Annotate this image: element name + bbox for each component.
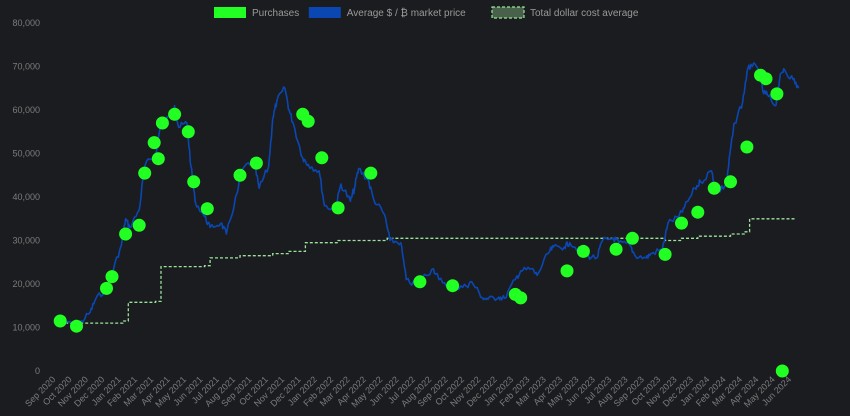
purchase-point xyxy=(364,166,378,180)
legend-item: Total dollar cost average xyxy=(491,6,639,19)
purchase-point xyxy=(625,231,639,245)
purchase-point xyxy=(315,151,329,165)
purchase-point xyxy=(100,281,113,295)
purchase-point xyxy=(70,319,83,333)
purchase-point xyxy=(560,264,574,278)
purchase-point xyxy=(446,279,460,293)
purchase-point xyxy=(187,175,201,189)
purchase-point xyxy=(132,218,146,232)
purchase-point xyxy=(707,181,721,195)
legend-item: Average $ / ₿ market price xyxy=(308,7,466,19)
legend-item: Purchases xyxy=(214,7,299,19)
purchase-point xyxy=(770,87,784,101)
legend-label: Purchases xyxy=(252,8,299,19)
y-tick-label: 70,000 xyxy=(12,62,40,72)
purchase-point xyxy=(155,116,169,130)
purchase-point xyxy=(609,242,623,256)
price-series xyxy=(60,62,800,327)
purchase-point xyxy=(233,168,247,182)
purchase-series xyxy=(53,68,789,378)
purchase-point xyxy=(301,114,315,128)
purchase-point xyxy=(138,166,152,180)
purchase-point xyxy=(691,205,705,219)
y-tick-label: 50,000 xyxy=(12,149,40,159)
purchase-point xyxy=(53,314,67,328)
purchase-point xyxy=(576,244,590,258)
purchase-point xyxy=(105,270,119,284)
purchase-point xyxy=(413,275,427,289)
price-line xyxy=(60,62,800,327)
purchase-point xyxy=(759,72,773,86)
purchase-point xyxy=(658,247,672,261)
purchase-point xyxy=(775,364,789,378)
purchase-point xyxy=(740,140,754,154)
purchase-point xyxy=(249,156,263,170)
y-axis: 0 10,000 20,000 30,000 40,000 50,000 60,000 70,… xyxy=(12,18,40,376)
purchase-point xyxy=(119,227,133,241)
legend-label: Total dollar cost average xyxy=(530,8,639,19)
purchase-point xyxy=(331,201,345,215)
purchase-point xyxy=(181,125,195,139)
y-tick-label: 80,000 xyxy=(12,18,40,28)
y-tick-label: 30,000 xyxy=(12,236,40,246)
purchase-point xyxy=(724,175,737,189)
y-tick-label: 60,000 xyxy=(12,105,40,115)
purchase-point xyxy=(151,152,165,166)
y-tick-label: 0 xyxy=(35,366,40,376)
legend-swatch xyxy=(308,7,341,18)
purchase-point xyxy=(514,291,528,305)
legend-swatch xyxy=(491,6,525,19)
dca-series xyxy=(60,218,796,324)
purchase-point xyxy=(200,202,214,216)
purchase-point xyxy=(675,216,688,230)
y-tick-label: 10,000 xyxy=(12,323,40,333)
dca-line xyxy=(60,218,796,324)
legend: Purchases Average $ / ₿ market price Total… xyxy=(214,6,639,19)
y-tick-label: 20,000 xyxy=(12,279,40,289)
legend-swatch xyxy=(214,7,246,18)
purchase-point xyxy=(147,136,161,150)
y-tick-label: 40,000 xyxy=(12,192,40,202)
legend-label: Average $ / ₿ market price xyxy=(347,7,466,19)
purchase-point xyxy=(168,107,182,121)
